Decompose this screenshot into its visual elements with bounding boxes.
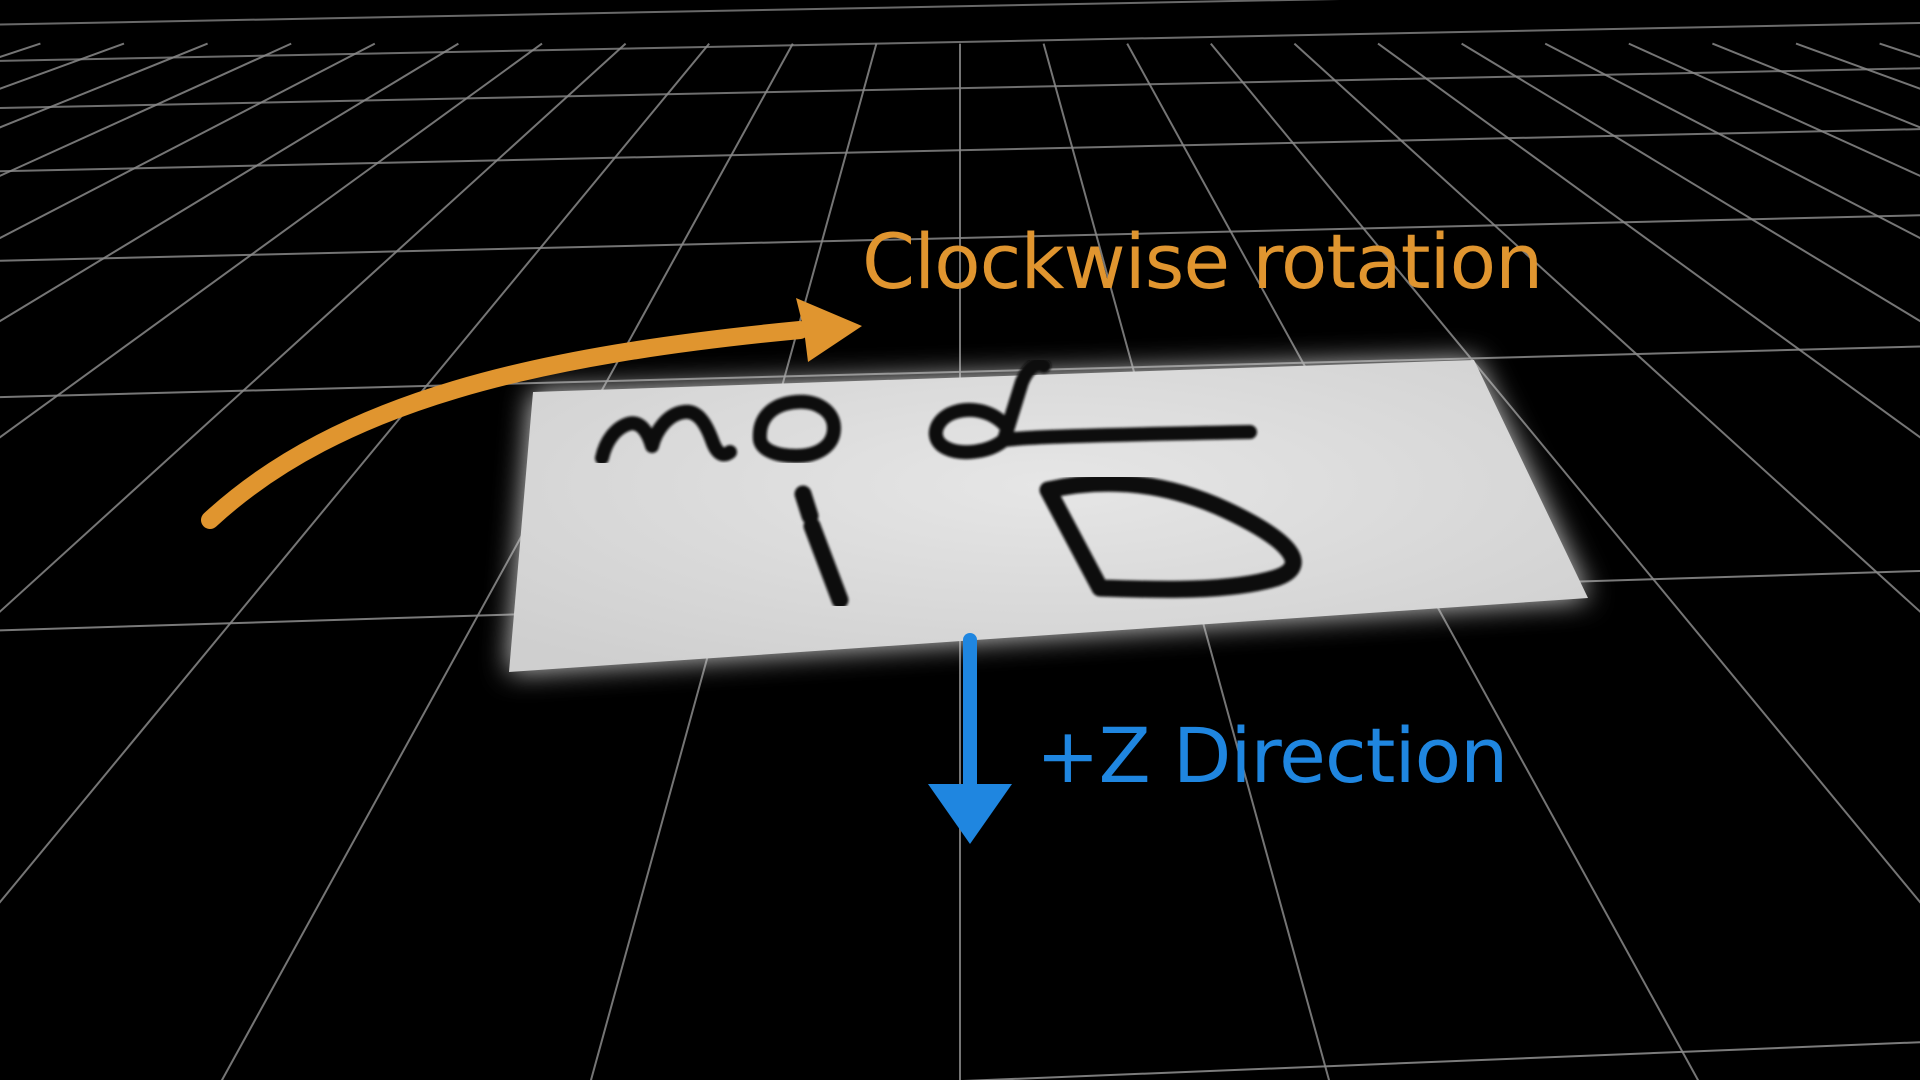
grid-line-depth	[0, 42, 376, 240]
grid-line-depth	[1544, 42, 1920, 240]
rotation-label: Clockwise rotation	[862, 217, 1542, 306]
rotation-arc	[201, 321, 809, 529]
grid-line-cross	[962, 1041, 1920, 1080]
curved-arrow-icon	[201, 298, 862, 529]
direction-arrowhead	[928, 784, 1012, 844]
card-surface	[509, 360, 1588, 672]
grid-line-cross	[0, 128, 1920, 173]
grid-line-cross	[0, 67, 1920, 109]
grid-line-depth	[0, 42, 543, 439]
grid-line-depth	[220, 43, 794, 1080]
sign-line-1: Mod	[800, 442, 818, 453]
card-text-mod	[595, 357, 1257, 465]
sign-line-2: ID	[900, 552, 912, 563]
grid-line-cross	[0, 214, 1920, 262]
grid-line-depth	[1210, 42, 1920, 904]
rotation-arrowhead	[796, 298, 862, 362]
grid-line-depth	[1461, 42, 1920, 323]
grid-line-depth	[0, 42, 627, 613]
grid-line-depth	[0, 42, 459, 323]
card-text-id	[794, 474, 1302, 609]
grid-line-cross	[0, 345, 1920, 399]
grid-line-depth	[1293, 42, 1920, 613]
mod-id-card: Mod ID	[509, 357, 1588, 672]
grid-line-depth	[0, 42, 710, 904]
grid-line-cross	[0, 21, 1920, 62]
down-arrow-icon	[928, 633, 1012, 844]
grid-line-cross	[0, 0, 1340, 26]
direction-label: +Z Direction	[1036, 711, 1507, 800]
